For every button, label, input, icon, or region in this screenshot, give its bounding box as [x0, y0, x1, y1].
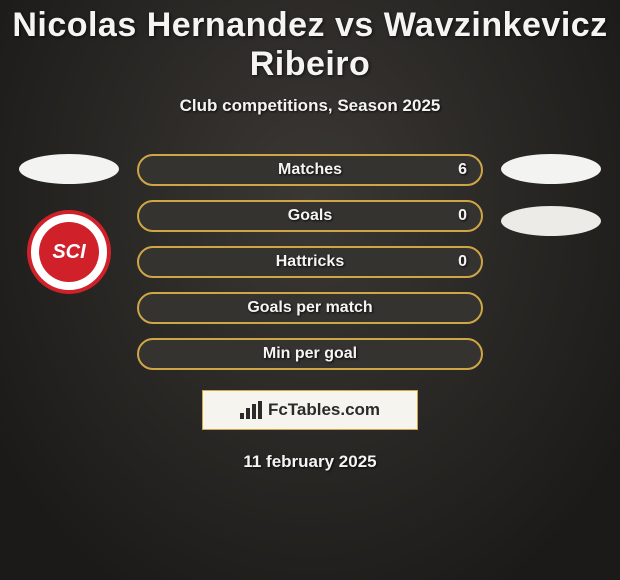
subtitle: Club competitions, Season 2025	[0, 96, 620, 116]
stat-row-hattricks: Hattricks 0	[137, 246, 483, 278]
stats-upper: SCI Matches 6 Goals 0 Hattricks	[0, 154, 620, 370]
stats-area: SCI Matches 6 Goals 0 Hattricks	[0, 154, 620, 370]
stat-row-matches: Matches 6	[137, 154, 483, 186]
player-oval-left	[19, 154, 119, 184]
brand-label: FcTables.com	[268, 400, 380, 420]
club-badge-left: SCI	[27, 210, 111, 294]
stat-value-right: 0	[458, 207, 467, 225]
club-badge-label: SCI	[39, 222, 99, 282]
comparison-card: Nicolas Hernandez vs Wavzinkevicz Ribeir…	[0, 0, 620, 580]
stat-value-right: 0	[458, 253, 467, 271]
right-player-col	[501, 154, 601, 236]
date-label: 11 february 2025	[0, 452, 620, 472]
stat-value-right: 6	[458, 161, 467, 179]
brand-box: FcTables.com	[202, 390, 418, 430]
bar-chart-icon	[240, 401, 262, 419]
stat-pill-column: Matches 6 Goals 0 Hattricks 0 Goals per …	[137, 154, 483, 370]
stat-label: Goals per match	[247, 299, 372, 317]
stat-label: Matches	[278, 161, 342, 179]
stat-label: Hattricks	[276, 253, 344, 271]
stat-row-goals-per-match: Goals per match	[137, 292, 483, 324]
player-oval-right-1	[501, 154, 601, 184]
page-title: Nicolas Hernandez vs Wavzinkevicz Ribeir…	[0, 0, 620, 84]
stat-label: Goals	[288, 207, 332, 225]
player-oval-right-2	[501, 206, 601, 236]
stat-row-goals: Goals 0	[137, 200, 483, 232]
stat-label: Min per goal	[263, 345, 357, 363]
left-player-col: SCI	[19, 154, 119, 294]
stat-row-min-per-goal: Min per goal	[137, 338, 483, 370]
